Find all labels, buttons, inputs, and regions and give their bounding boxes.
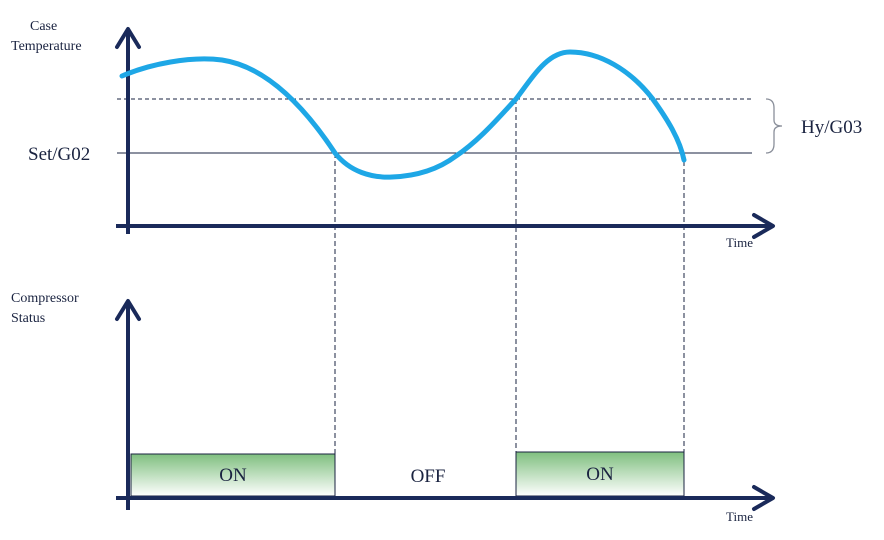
setpoint-label: Set/G02	[28, 144, 90, 165]
bottom-x-label: Time	[726, 509, 753, 524]
compressor-off-label: OFF	[411, 466, 446, 487]
temperature-curve	[119, 49, 687, 180]
bottom-y-label-line2: Status	[11, 311, 45, 326]
hysteresis-label: Hy/G03	[801, 117, 862, 138]
compressor-on-label-2: ON	[586, 464, 614, 485]
bottom-y-label-line1: Compressor	[11, 291, 79, 306]
top-y-label-line2: Temperature	[11, 39, 82, 54]
compressor-on-box-1	[130, 453, 336, 497]
top-x-label: Time	[726, 235, 753, 250]
top-x-arrow	[752, 213, 775, 239]
hysteresis-bracket	[765, 98, 783, 154]
compressor-on-box-2	[515, 451, 685, 497]
top-y-label-line1: Case	[30, 19, 57, 34]
bottom-y-arrow	[115, 299, 141, 321]
compressor-on-label-1: ON	[219, 465, 247, 486]
top-y-arrow	[115, 27, 141, 49]
bottom-x-arrow	[752, 485, 775, 511]
